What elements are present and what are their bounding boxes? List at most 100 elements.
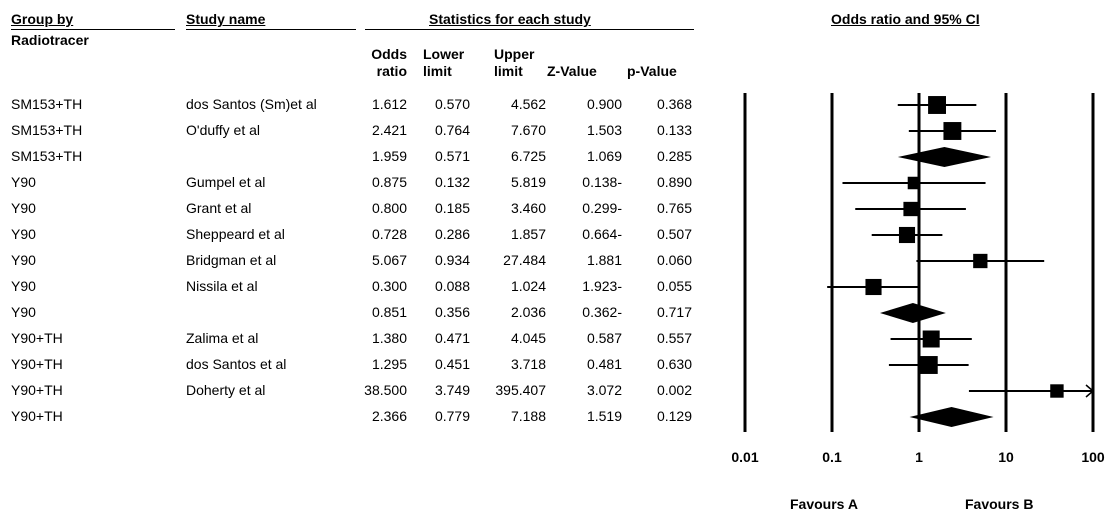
lower-limit-cell: 0.764 bbox=[434, 122, 470, 138]
study-name-cell: Bridgman et al bbox=[186, 252, 277, 268]
p-value-cell: 0.507 bbox=[656, 226, 692, 242]
z-value-cell: 0.138- bbox=[582, 174, 622, 190]
ci-arrow bbox=[1085, 384, 1095, 398]
statistics-header: Statistics for each study bbox=[429, 11, 591, 27]
lower-limit-cell: 0.132 bbox=[434, 174, 470, 190]
x-tick-label: 0.1 bbox=[822, 449, 842, 465]
favours-a-label: Favours A bbox=[790, 496, 858, 512]
p-value-cell: 0.890 bbox=[656, 174, 692, 190]
odds-ratio-cell: 1.295 bbox=[371, 356, 407, 372]
lower-limit-cell: 0.451 bbox=[434, 356, 470, 372]
point-estimate bbox=[922, 330, 940, 348]
odds-ratio-cell: 2.421 bbox=[371, 122, 407, 138]
x-tick-label: 0.01 bbox=[731, 449, 758, 465]
point-estimate bbox=[1050, 384, 1064, 398]
study-name-rule bbox=[186, 29, 356, 30]
summary-diamond bbox=[909, 407, 994, 427]
odds-ratio-cell: 38.500 bbox=[364, 382, 407, 398]
study-name-cell: Nissila et al bbox=[186, 278, 258, 294]
z-value-cell: 3.072 bbox=[586, 382, 622, 398]
col-header-limit-lower: limit bbox=[423, 63, 452, 79]
upper-limit-cell: 4.045 bbox=[510, 330, 546, 346]
study-name-cell: Gumpel et al bbox=[186, 174, 266, 190]
odds-ratio-cell: 0.728 bbox=[371, 226, 407, 242]
upper-limit-cell: 27.484 bbox=[503, 252, 546, 268]
study-name-cell: dos Santos (Sm)et al bbox=[186, 96, 317, 112]
study-name-header: Study name bbox=[186, 11, 266, 27]
p-value-cell: 0.002 bbox=[656, 382, 692, 398]
z-value-cell: 0.900 bbox=[586, 96, 622, 112]
group-cell: Y90 bbox=[11, 304, 36, 320]
upper-limit-cell: 6.725 bbox=[510, 148, 546, 164]
odds-ratio-ci-header: Odds ratio and 95% CI bbox=[831, 11, 980, 27]
col-header-lower-limit: Lower limit bbox=[423, 46, 464, 80]
study-name-cell: Zalima et al bbox=[186, 330, 259, 346]
point-estimate bbox=[919, 356, 938, 374]
group-cell: SM153+TH bbox=[11, 148, 83, 164]
summary-diamond bbox=[897, 147, 992, 167]
upper-limit-cell: 5.819 bbox=[510, 174, 546, 190]
col-header-odds: Odds bbox=[371, 46, 407, 62]
col-header-lower: Lower bbox=[423, 46, 465, 62]
study-name-cell: Grant et al bbox=[186, 200, 252, 216]
upper-limit-cell: 3.460 bbox=[510, 200, 546, 216]
upper-limit-cell: 4.562 bbox=[510, 96, 546, 112]
upper-limit-cell: 1.024 bbox=[510, 278, 546, 294]
group-cell: Y90+TH bbox=[11, 330, 63, 346]
z-value-cell: 1.519 bbox=[586, 408, 622, 424]
upper-limit-cell: 2.036 bbox=[510, 304, 546, 320]
p-value-cell: 0.285 bbox=[656, 148, 692, 164]
group-by-rule bbox=[11, 29, 175, 30]
upper-limit-cell: 7.670 bbox=[510, 122, 546, 138]
statistics-rule bbox=[365, 29, 694, 30]
p-value-cell: 0.630 bbox=[656, 356, 692, 372]
summary-diamond bbox=[879, 303, 946, 323]
odds-ratio-cell: 1.612 bbox=[371, 96, 407, 112]
group-cell: SM153+TH bbox=[11, 122, 83, 138]
study-name-cell: dos Santos et al bbox=[186, 356, 287, 372]
x-tick-label: 10 bbox=[998, 449, 1014, 465]
odds-ratio-cell: 0.300 bbox=[371, 278, 407, 294]
point-estimate bbox=[865, 278, 882, 296]
p-value-cell: 0.717 bbox=[656, 304, 692, 320]
odds-ratio-cell: 0.800 bbox=[371, 200, 407, 216]
col-header-odds-ratio: Odds ratio bbox=[350, 46, 407, 80]
lower-limit-cell: 0.356 bbox=[434, 304, 470, 320]
group-cell: Y90 bbox=[11, 200, 36, 216]
group-cell: Y90 bbox=[11, 174, 36, 190]
odds-ratio-cell: 1.380 bbox=[371, 330, 407, 346]
z-value-cell: 1.881 bbox=[586, 252, 622, 268]
z-value-cell: 0.587 bbox=[586, 330, 622, 346]
lower-limit-cell: 0.286 bbox=[434, 226, 470, 242]
col-header-upper: Upper bbox=[494, 46, 535, 62]
study-name-cell: O'duffy et al bbox=[186, 122, 261, 138]
lower-limit-cell: 0.779 bbox=[434, 408, 470, 424]
p-value-cell: 0.055 bbox=[656, 278, 692, 294]
group-cell: Y90 bbox=[11, 252, 36, 268]
point-estimate bbox=[973, 253, 988, 269]
p-value-cell: 0.557 bbox=[656, 330, 692, 346]
p-value-cell: 0.129 bbox=[656, 408, 692, 424]
lower-limit-cell: 0.571 bbox=[434, 148, 470, 164]
odds-ratio-cell: 0.851 bbox=[371, 304, 407, 320]
lower-limit-cell: 3.749 bbox=[434, 382, 470, 398]
col-header-upper-limit: Upper limit bbox=[494, 46, 534, 80]
z-value-cell: 1.069 bbox=[586, 148, 622, 164]
point-estimate bbox=[903, 201, 918, 217]
point-estimate bbox=[928, 96, 946, 114]
group-cell: Y90+TH bbox=[11, 356, 63, 372]
col-header-z-value: Z-Value bbox=[547, 63, 597, 79]
lower-limit-cell: 0.471 bbox=[434, 330, 470, 346]
z-value-cell: 0.299- bbox=[582, 200, 622, 216]
group-cell: Y90+TH bbox=[11, 382, 63, 398]
lower-limit-cell: 0.570 bbox=[434, 96, 470, 112]
p-value-cell: 0.368 bbox=[656, 96, 692, 112]
col-header-ratio: ratio bbox=[376, 63, 407, 79]
point-estimate bbox=[898, 226, 916, 244]
study-name-cell: Doherty et al bbox=[186, 382, 266, 398]
lower-limit-cell: 0.934 bbox=[434, 252, 470, 268]
radiotracer-header: Radiotracer bbox=[11, 32, 89, 48]
point-estimate bbox=[907, 176, 921, 190]
upper-limit-cell: 7.188 bbox=[510, 408, 546, 424]
